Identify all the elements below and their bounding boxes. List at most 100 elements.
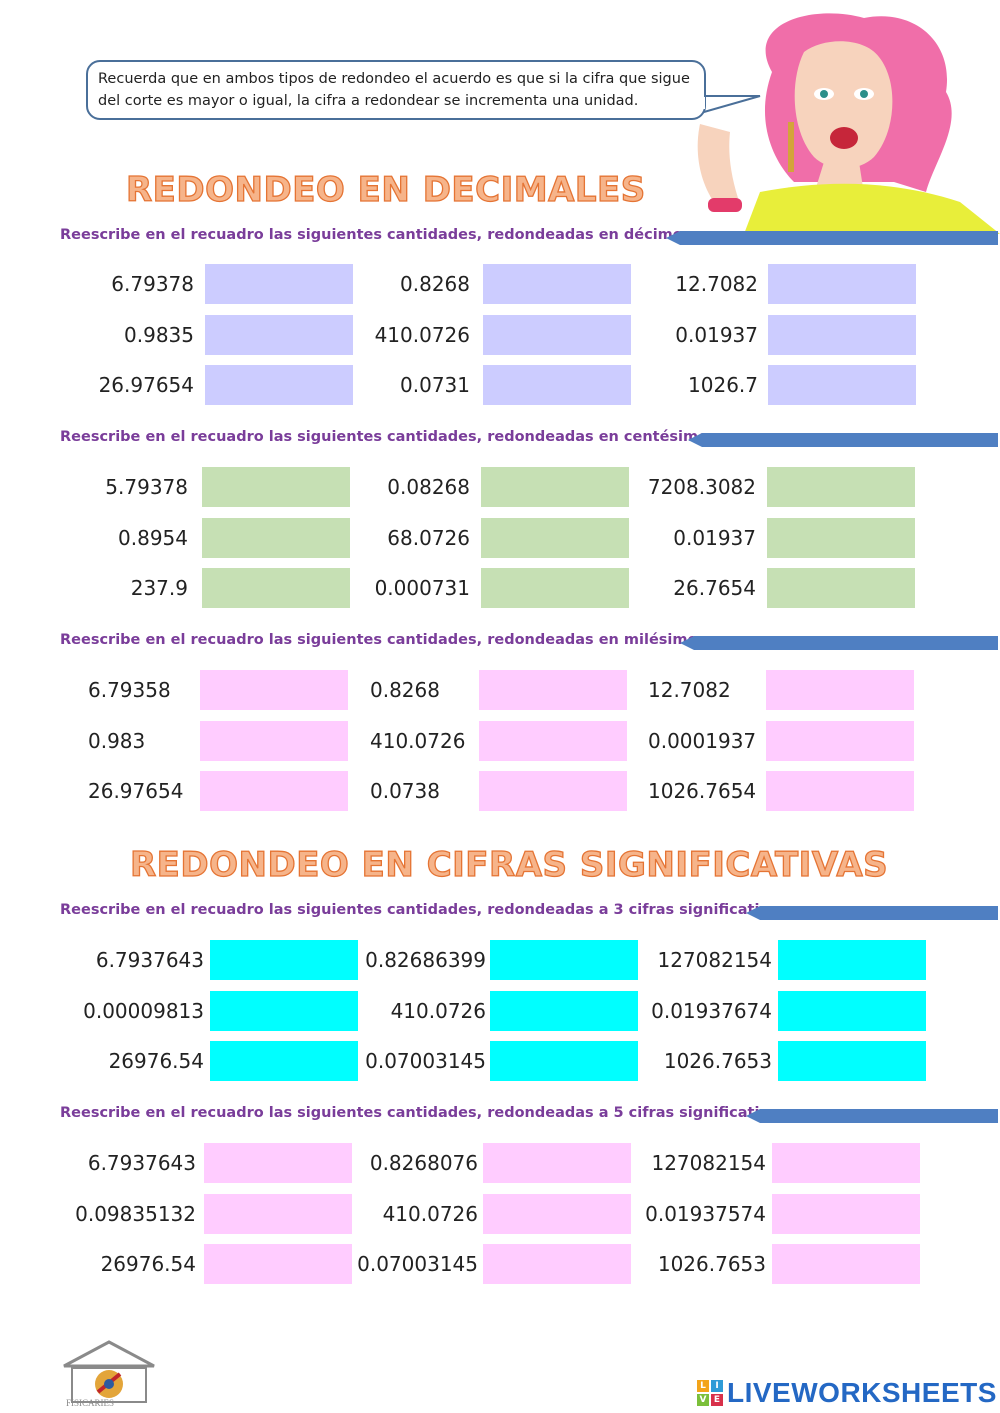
quantity-label: 7208.3082 xyxy=(647,475,756,499)
instruction-decimos: Reescribe en el recuadro las siguientes … xyxy=(60,227,697,243)
answer-input[interactable] xyxy=(479,771,627,811)
answer-input[interactable] xyxy=(210,940,358,980)
answer-input[interactable] xyxy=(490,1041,638,1081)
quantity-label: 410.0726 xyxy=(374,323,470,347)
quantity-label: 410.0726 xyxy=(370,729,466,753)
answer-input[interactable] xyxy=(483,365,631,405)
quantity-label: 410.0726 xyxy=(390,999,486,1023)
answer-input[interactable] xyxy=(778,940,926,980)
answer-input[interactable] xyxy=(767,568,915,608)
quantity-label: 1026.7653 xyxy=(657,1252,766,1276)
quantity-label: 0.07003145 xyxy=(365,1049,486,1073)
quantity-label: 26976.54 xyxy=(108,1049,204,1073)
quantity-label: 68.0726 xyxy=(387,526,470,550)
answer-input[interactable] xyxy=(772,1194,920,1234)
answer-input[interactable] xyxy=(481,467,629,507)
title-cifras-significativas: REDONDEO EN CIFRAS SIGNIFICATIVAS xyxy=(129,844,889,885)
answer-input[interactable] xyxy=(772,1244,920,1284)
answer-input[interactable] xyxy=(490,940,638,980)
quantity-label: 0.09835132 xyxy=(75,1202,196,1226)
school-logo xyxy=(63,1340,155,1403)
arrow-3-cifras xyxy=(746,906,998,920)
answer-input[interactable] xyxy=(210,991,358,1031)
answer-input[interactable] xyxy=(204,1244,352,1284)
answer-input[interactable] xyxy=(479,670,627,710)
quantity-label: 26.97654 xyxy=(98,373,194,397)
answer-input[interactable] xyxy=(766,771,914,811)
quantity-label: 12.7082 xyxy=(675,272,758,296)
answer-input[interactable] xyxy=(210,1041,358,1081)
answer-input[interactable] xyxy=(772,1143,920,1183)
liveworksheets-text: LIVEWORKSHEETS xyxy=(727,1377,997,1408)
answer-input[interactable] xyxy=(490,991,638,1031)
arrow-centesimos xyxy=(688,433,998,447)
quantity-label: 127082154 xyxy=(657,948,772,972)
answer-input[interactable] xyxy=(200,721,348,761)
quantity-label: 26.7654 xyxy=(673,576,756,600)
quantity-label: 0.01937674 xyxy=(651,999,772,1023)
answer-input[interactable] xyxy=(768,315,916,355)
answer-input[interactable] xyxy=(204,1194,352,1234)
quantity-label: 1026.7654 xyxy=(648,779,757,803)
arrow-milesimos xyxy=(680,636,998,650)
quantity-label: 0.07003145 xyxy=(357,1252,478,1276)
quantity-label: 12.7082 xyxy=(648,678,731,702)
answer-input[interactable] xyxy=(766,721,914,761)
answer-input[interactable] xyxy=(483,1194,631,1234)
answer-input[interactable] xyxy=(204,1143,352,1183)
quantity-label: 0.8268076 xyxy=(369,1151,478,1175)
answer-input[interactable] xyxy=(768,365,916,405)
answer-input[interactable] xyxy=(767,467,915,507)
answer-input[interactable] xyxy=(481,518,629,558)
woman-illustration xyxy=(697,13,1000,234)
title-decimales: REDONDEO EN DECIMALES xyxy=(125,169,646,210)
answer-input[interactable] xyxy=(767,518,915,558)
answer-input[interactable] xyxy=(202,568,350,608)
quantity-label: 237.9 xyxy=(130,576,188,600)
answer-input[interactable] xyxy=(205,365,353,405)
answer-input[interactable] xyxy=(483,264,631,304)
quantity-label: 0.000731 xyxy=(374,576,470,600)
answer-input[interactable] xyxy=(766,670,914,710)
answer-input[interactable] xyxy=(483,315,631,355)
answer-input[interactable] xyxy=(202,467,350,507)
quantity-label: 0.0731 xyxy=(400,373,470,397)
quantity-label: 127082154 xyxy=(651,1151,766,1175)
quantity-label: 0.0738 xyxy=(370,779,440,803)
answer-input[interactable] xyxy=(200,771,348,811)
answer-input[interactable] xyxy=(200,670,348,710)
answer-input[interactable] xyxy=(483,1143,631,1183)
answer-input[interactable] xyxy=(778,1041,926,1081)
quantity-label: 6.79358 xyxy=(88,678,171,702)
quantity-label: 0.01937574 xyxy=(645,1202,766,1226)
answer-input[interactable] xyxy=(202,518,350,558)
instruction-5-cifras: Reescribe en el recuadro las siguientes … xyxy=(60,1105,793,1121)
quantity-label: 1026.7653 xyxy=(663,1049,772,1073)
quantity-label: 0.0001937 xyxy=(648,729,757,753)
bubble-tail-cover xyxy=(701,97,705,109)
quantity-label: 1026.7 xyxy=(688,373,758,397)
answer-input[interactable] xyxy=(483,1244,631,1284)
answer-input[interactable] xyxy=(778,991,926,1031)
instruction-milesimos: Reescribe en el recuadro las siguientes … xyxy=(60,632,712,648)
quantity-label: 410.0726 xyxy=(382,1202,478,1226)
answer-input[interactable] xyxy=(205,315,353,355)
answer-input[interactable] xyxy=(481,568,629,608)
answer-input[interactable] xyxy=(479,721,627,761)
quantity-label: 5.79378 xyxy=(105,475,188,499)
answer-input[interactable] xyxy=(205,264,353,304)
quantity-label: 0.00009813 xyxy=(83,999,204,1023)
instruction-3-cifras: Reescribe en el recuadro las siguientes … xyxy=(60,902,793,918)
quantity-label: 0.8268 xyxy=(370,678,440,702)
quantity-label: 6.7937643 xyxy=(87,1151,196,1175)
quantity-label: 0.01937 xyxy=(673,526,756,550)
instruction-centesimos: Reescribe en el recuadro las siguientes … xyxy=(60,429,723,445)
quantity-label: 6.79378 xyxy=(111,272,194,296)
quantity-label: 6.7937643 xyxy=(95,948,204,972)
quantity-label: 0.01937 xyxy=(675,323,758,347)
quantity-label: 0.08268 xyxy=(387,475,470,499)
arrow-decimos xyxy=(666,231,998,245)
quantity-label: 0.8954 xyxy=(118,526,188,550)
answer-input[interactable] xyxy=(768,264,916,304)
